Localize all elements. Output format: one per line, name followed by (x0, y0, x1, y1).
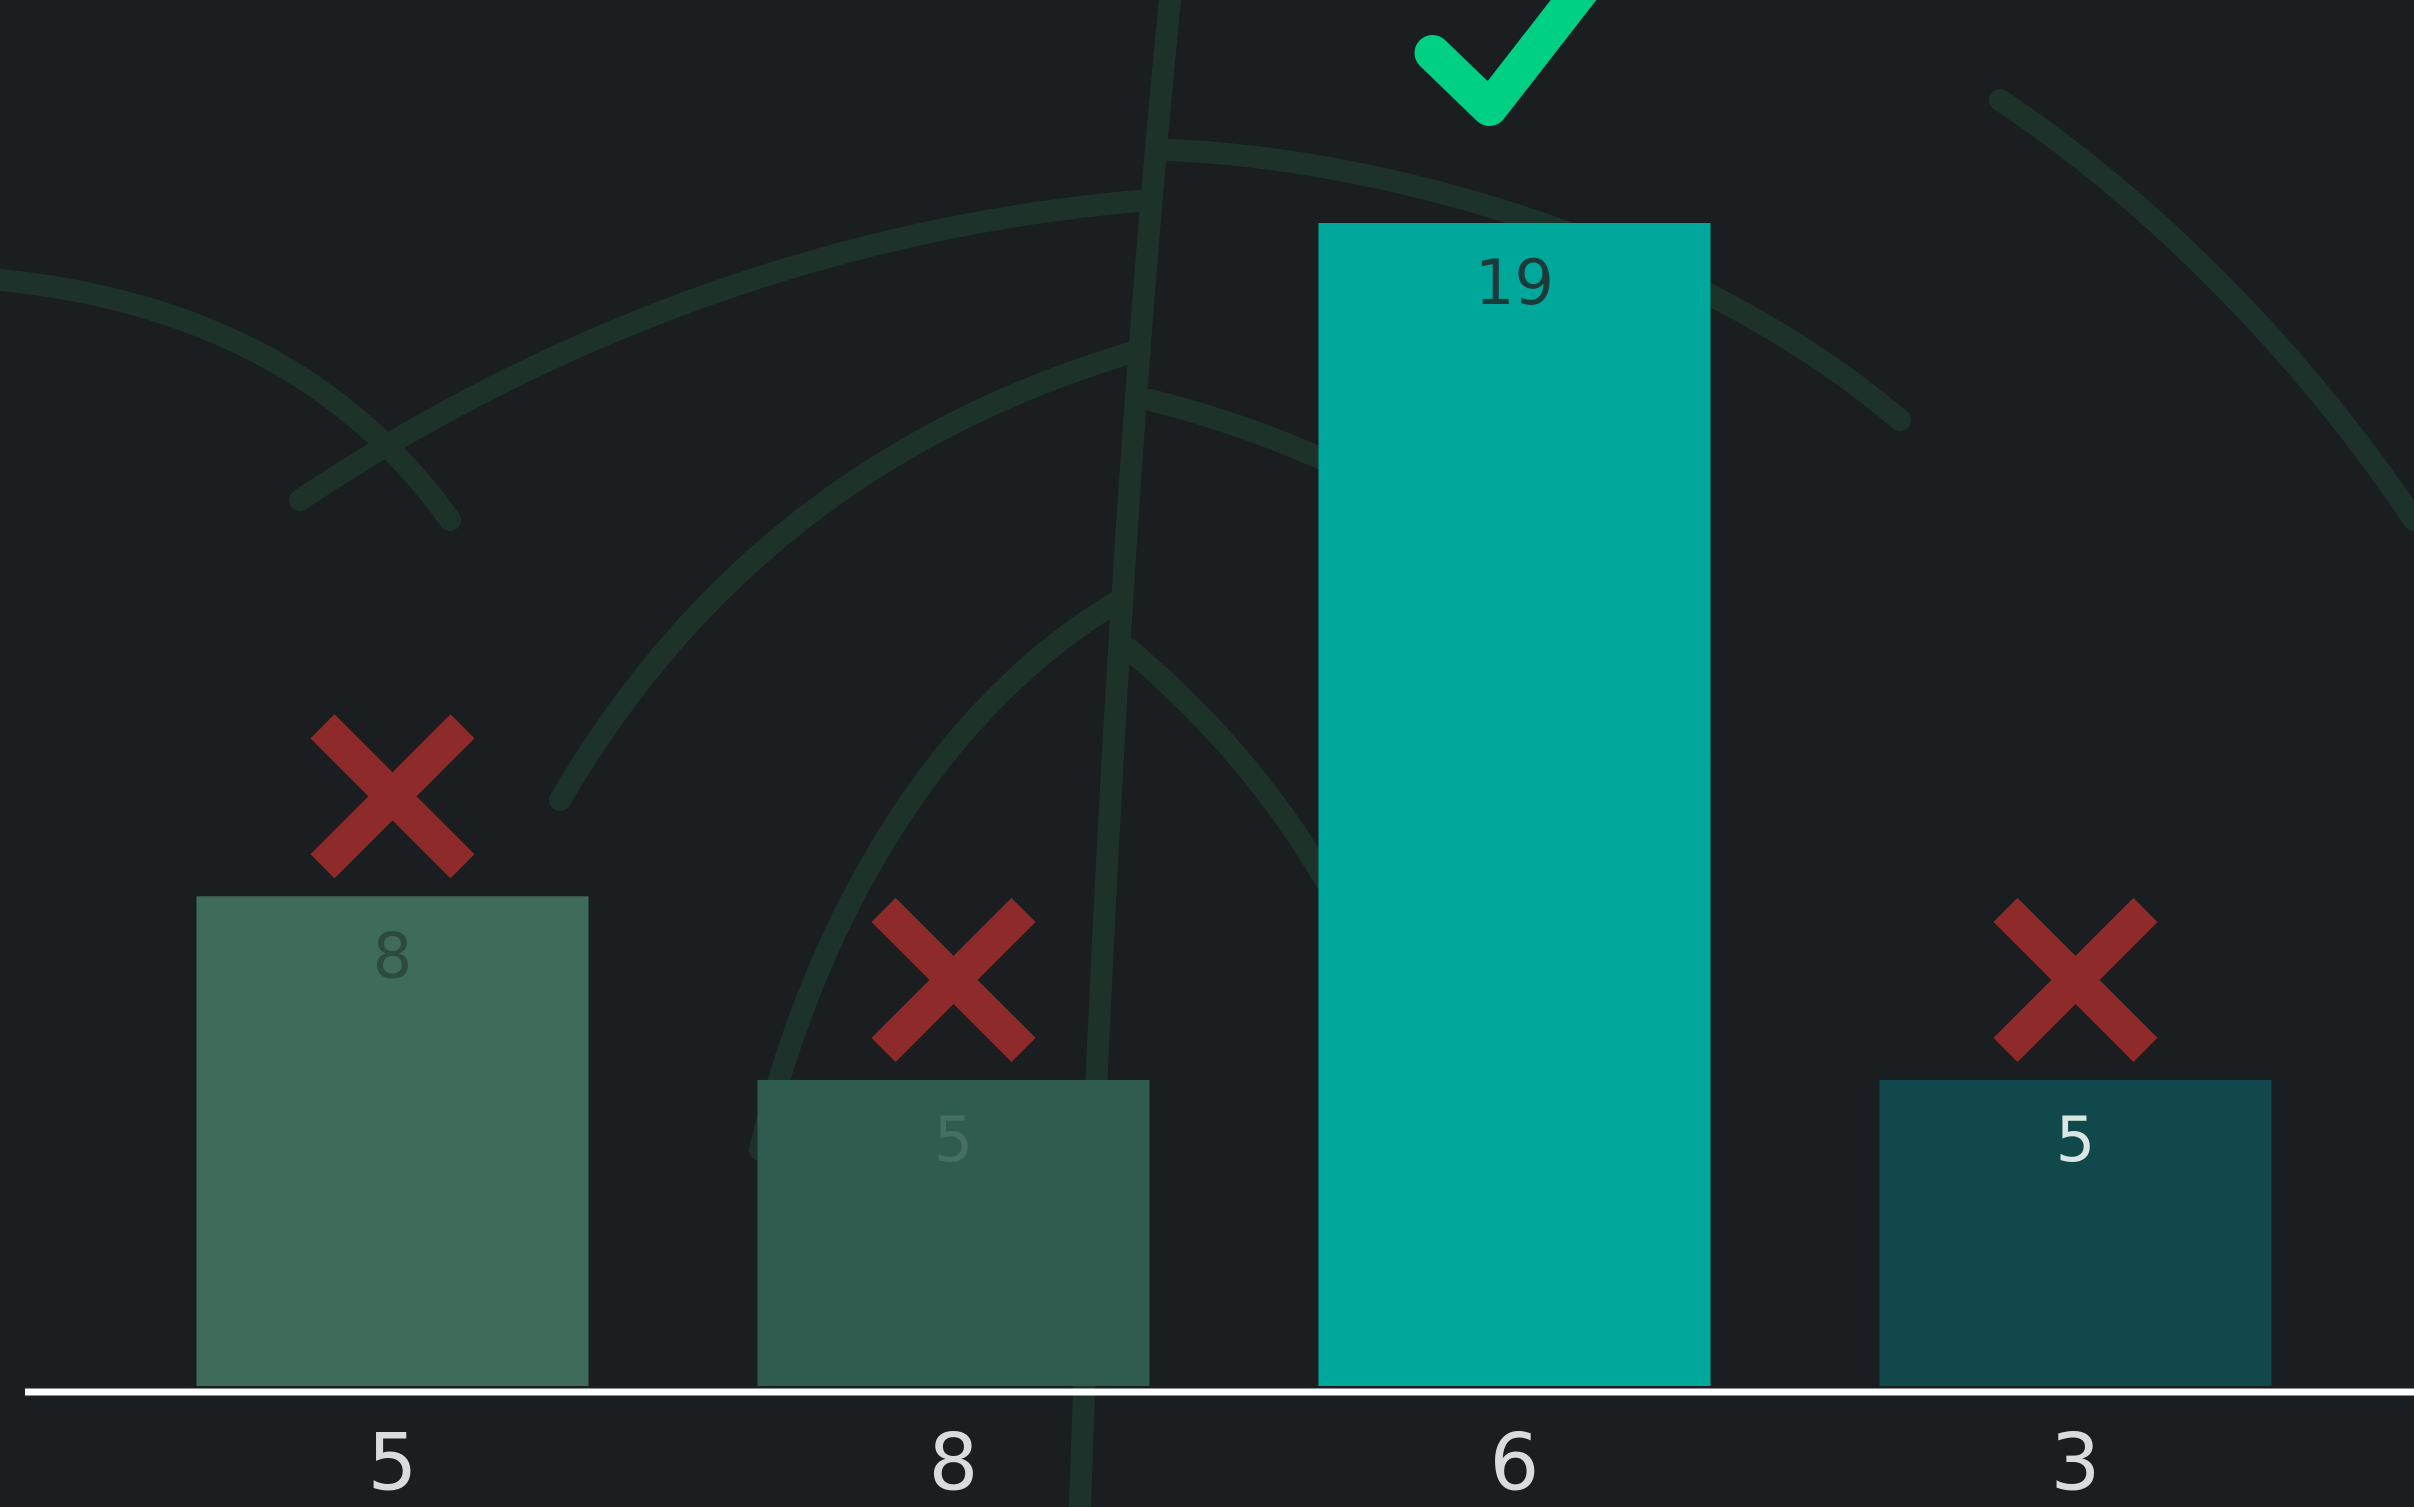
x-tick-label: 5 (368, 1418, 418, 1507)
x-tick-label: 8 (929, 1418, 979, 1507)
chart: 8 5 5 8 19 6 5 3 (0, 0, 2414, 1507)
x-tick-label: 6 (1490, 1418, 1540, 1507)
x-tick-label: 3 (2051, 1418, 2101, 1507)
value-label: 5 (934, 1103, 973, 1176)
bar (1319, 223, 1711, 1386)
value-label: 5 (2056, 1103, 2095, 1176)
value-label: 19 (1475, 246, 1554, 319)
value-label: 8 (373, 919, 412, 992)
